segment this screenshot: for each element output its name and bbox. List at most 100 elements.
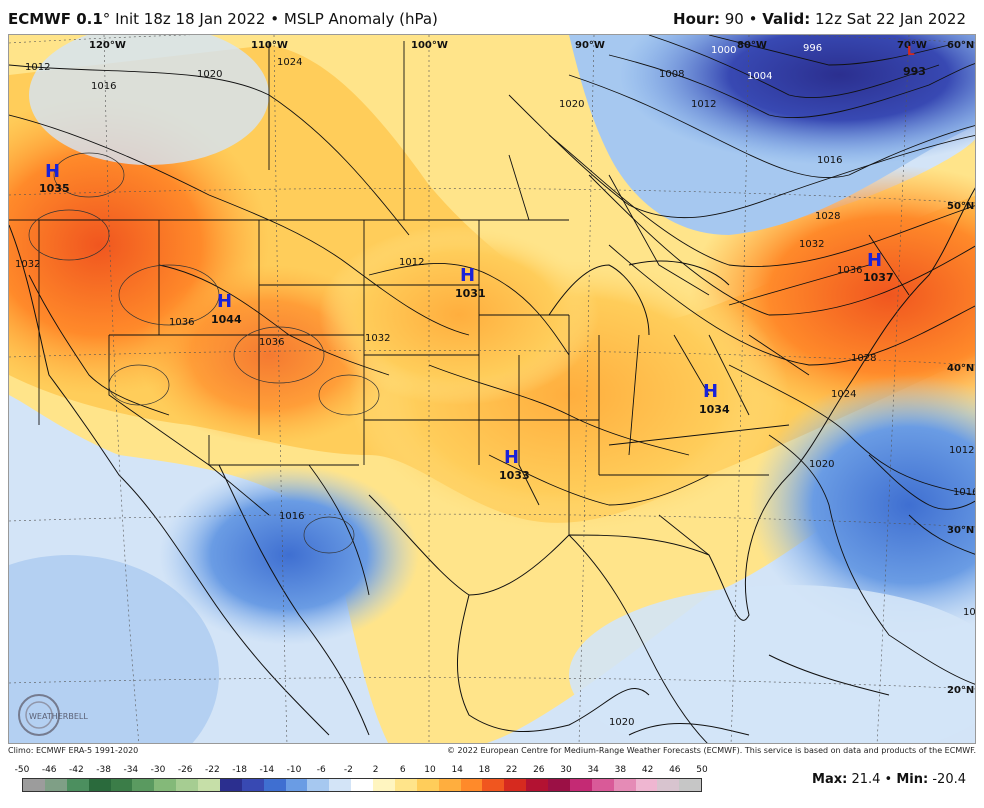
lon-label: 120°W	[89, 40, 126, 51]
scale-tick-label: -6	[316, 765, 326, 775]
isobar-label: 1024	[831, 389, 856, 400]
hour-value: 90	[724, 10, 744, 28]
lon-label: 80°W	[737, 40, 767, 51]
valid-value: 12z Sat 22 Jan 2022	[814, 10, 966, 28]
scale-swatch	[504, 779, 527, 791]
degree-symbol: °	[102, 10, 111, 28]
isobar-label: 1024	[277, 57, 302, 68]
isobar-label: 1012	[691, 99, 716, 110]
scale-tick-label: 46	[669, 765, 681, 775]
scale-tick-label: -38	[96, 765, 111, 775]
scale-swatch	[679, 779, 702, 791]
min-value: -20.4	[932, 772, 966, 787]
weather-map[interactable]: 120°W 110°W 100°W 90°W 80°W 70°W 60°N 50…	[8, 34, 976, 744]
scale-swatch	[394, 779, 417, 791]
coastlines	[9, 187, 975, 736]
product-name: MSLP Anomaly (hPa)	[283, 10, 438, 28]
graticule	[9, 35, 975, 743]
isobar-label: 1004	[747, 71, 772, 82]
scale-swatch	[613, 779, 636, 791]
high-value: 1044	[211, 313, 242, 326]
isobar-label: 1032	[15, 259, 40, 270]
high-symbol: H	[217, 291, 232, 312]
scale-swatch	[285, 779, 308, 791]
scale-swatch	[351, 779, 373, 791]
isobar-label: 1012	[25, 62, 50, 73]
scale-swatch	[110, 779, 133, 791]
scale-swatch	[23, 779, 45, 791]
scale-swatch	[198, 779, 220, 791]
watermark-text: WEATHERBELL	[29, 712, 88, 721]
scale-tick-label: -18	[232, 765, 247, 775]
isobar-label: 1028	[851, 353, 876, 364]
map-canvas: 120°W 110°W 100°W 90°W 80°W 70°W 60°N 50…	[9, 35, 976, 743]
isobar-label: 1032	[365, 333, 390, 344]
model-name: ECMWF 0.1	[8, 10, 103, 28]
scale-tick-label: 10	[424, 765, 436, 775]
lon-label: 70°W	[897, 40, 927, 51]
max-value: 21.4	[851, 772, 881, 787]
high-symbol: H	[703, 381, 718, 402]
high-value: 1033	[499, 469, 530, 482]
high-symbol: H	[867, 250, 882, 271]
scale-tick-label: -50	[14, 765, 30, 775]
isobars	[9, 35, 975, 743]
isobar-label: 1036	[169, 317, 194, 328]
high-symbol: H	[504, 447, 519, 468]
scale-swatch	[154, 779, 177, 791]
isobar-label: 1008	[659, 69, 684, 80]
hour-label: Hour:	[673, 10, 720, 28]
scale-tick-label: 14	[451, 765, 463, 775]
lat-label: 20°N	[947, 685, 974, 696]
high-value: 1037	[863, 271, 894, 284]
scale-tick-label: -10	[286, 765, 302, 775]
scale-swatch	[176, 779, 198, 791]
scale-tick-label: -34	[123, 765, 139, 775]
isobar-label: 1020	[559, 99, 584, 110]
scale-swatch	[66, 779, 89, 791]
scale-swatch	[241, 779, 264, 791]
max-min-stats: Max: 21.4 • Min: -20.4	[812, 772, 966, 787]
political-borders	[9, 41, 910, 556]
scale-tick-label: 42	[641, 765, 654, 775]
copyright-credit: © 2022 European Centre for Medium-Range …	[447, 746, 976, 755]
isobar-label: 1020	[963, 607, 976, 618]
isobar-label: 996	[803, 43, 822, 54]
isobar-label: 1012	[399, 257, 424, 268]
isobar-label: 1032	[799, 239, 824, 250]
scale-tick-label: 2	[372, 765, 379, 775]
isobar-label: 1020	[609, 717, 634, 728]
stats-bullet: •	[884, 772, 893, 787]
lat-label: 40°N	[947, 363, 974, 374]
scale-swatch	[460, 779, 483, 791]
scale-swatch	[591, 779, 614, 791]
valid-label: Valid:	[762, 10, 811, 28]
lon-label: 90°W	[575, 40, 605, 51]
isobar-label: 1016	[817, 155, 842, 166]
min-label: Min:	[896, 772, 929, 787]
scale-tick-label: 6	[399, 765, 406, 775]
scale-swatch	[307, 779, 330, 791]
isobar-label: 1036	[259, 337, 284, 348]
high-value: 1034	[699, 403, 730, 416]
scale-swatch	[482, 779, 505, 791]
graticule-labels: 120°W 110°W 100°W 90°W 80°W 70°W 60°N 50…	[89, 40, 974, 696]
scale-tick-label: -26	[177, 765, 193, 775]
scale-tick-label: -42	[69, 765, 84, 775]
scale-swatch	[526, 779, 548, 791]
isobar-labels: 1012 1016 1020 1024 1032 1036 1000 996 1…	[15, 43, 976, 728]
scale-swatch	[219, 779, 242, 791]
weatherbell-logo: WEATHERBELL	[18, 694, 88, 736]
isobar-label: 1016	[91, 81, 116, 92]
valid-bullet: •	[748, 10, 758, 28]
chart-title: ECMWF 0.1° Init 18z 18 Jan 2022 • MSLP A…	[8, 10, 438, 28]
scale-swatch	[88, 779, 111, 791]
scale-swatch	[416, 779, 439, 791]
terrain-contours	[28, 152, 380, 554]
scale-swatch	[263, 779, 286, 791]
scale-tick-label: 18	[478, 765, 491, 775]
isobar-label: 1036	[837, 265, 862, 276]
header: ECMWF 0.1° Init 18z 18 Jan 2022 • MSLP A…	[0, 0, 984, 34]
scale-swatch	[438, 779, 461, 791]
scale-swatch	[132, 779, 155, 791]
